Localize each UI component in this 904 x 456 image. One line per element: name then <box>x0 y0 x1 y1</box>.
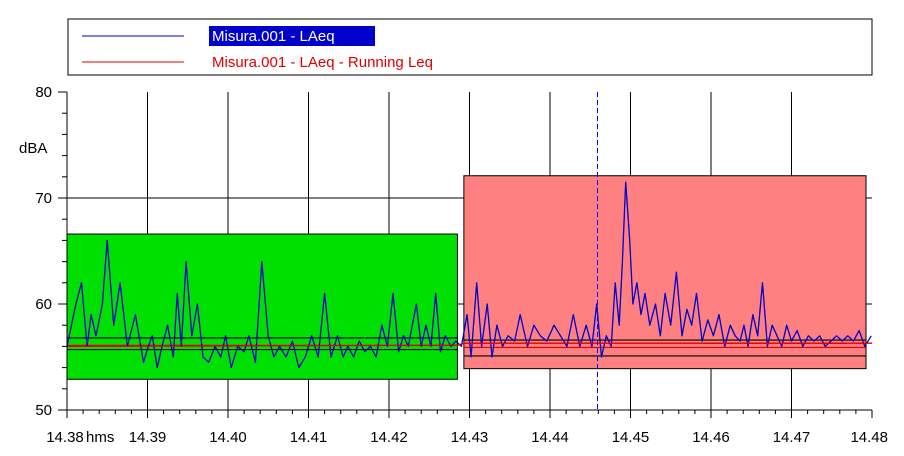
x-tick-label: 14.39 <box>129 429 167 446</box>
x-tick-label: 14.38 <box>46 429 84 446</box>
x-tick-label: 14.44 <box>531 429 569 446</box>
y-tick-label: 60 <box>35 296 52 313</box>
y-tick-label: 80 <box>35 84 52 101</box>
x-tick-label: 14.43 <box>451 429 489 446</box>
x-tick-label: 14.40 <box>209 429 247 446</box>
series-line-2 <box>66 342 872 348</box>
axes: dBA hms 50 60 70 80 14.38 14.39 14.40 14.41 14.4… <box>19 84 888 446</box>
x-tick-label: 14.41 <box>290 429 328 446</box>
x-tick-label: 14.47 <box>773 429 811 446</box>
legend-selection-highlight <box>209 26 375 46</box>
legend-label-running-leq[interactable]: Misura.001 - LAeq - Running Leq <box>212 54 433 71</box>
x-tick-label: 14.45 <box>612 429 650 446</box>
legend[interactable]: Misura.001 - LAeq Misura.001 - LAeq - Ru… <box>67 18 873 76</box>
y-axis-label: dBA <box>19 140 47 157</box>
series-line-1 <box>66 181 872 369</box>
x-tick-label: 14.42 <box>370 429 408 446</box>
x-tick-label: 14.46 <box>692 429 730 446</box>
y-tick-label: 50 <box>35 402 52 419</box>
selection-region-1[interactable] <box>66 233 458 380</box>
plot-area[interactable] <box>66 92 872 410</box>
x-axis-unit-label: hms <box>86 429 114 446</box>
legend-label-laeq[interactable]: Misura.001 - LAeq <box>212 28 335 45</box>
x-tick-label: 14.48 <box>850 429 888 446</box>
y-tick-label: 70 <box>35 190 52 207</box>
legend-frame <box>67 18 873 76</box>
